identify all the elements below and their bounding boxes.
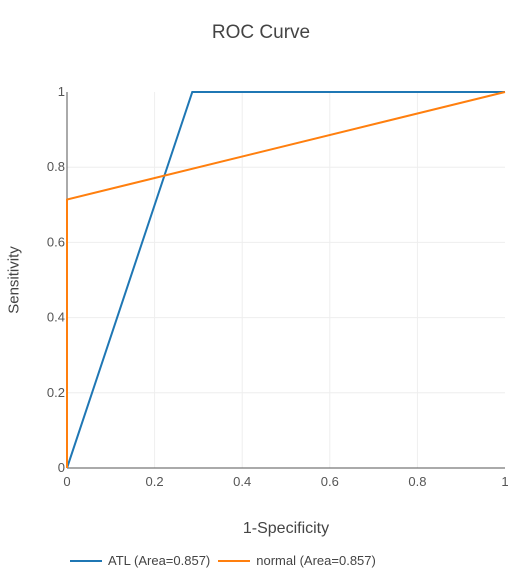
y-tick-label-3: 0.6 (47, 234, 65, 249)
x-tick-label-5: 1 (501, 474, 508, 489)
y-tick-label-1: 0.2 (47, 385, 65, 400)
y-tick-label-5: 1 (58, 84, 65, 99)
x-tick-label-0: 0 (63, 474, 70, 489)
series-line-1 (66, 91, 506, 468)
chart-title: ROC Curve (211, 22, 311, 43)
x-tick-label-2: 0.4 (233, 474, 251, 489)
legend-swatch-atl (70, 559, 102, 562)
legend-swatch-normal (218, 559, 251, 562)
x-tick-label-4: 0.8 (408, 474, 426, 489)
series-line-0 (66, 91, 505, 469)
y-tick-label-2: 0.4 (47, 310, 65, 325)
y-tick-label-4: 0.8 (47, 159, 65, 174)
x-tick-label-1: 0.2 (146, 474, 164, 489)
y-tick-label-0: 0 (58, 460, 65, 475)
x-tick-label-3: 0.6 (321, 474, 339, 489)
legend-item-normal[interactable]: normal (Area=0.857) (218, 553, 376, 568)
legend-item-atl[interactable]: ATL (Area=0.857) (70, 553, 210, 568)
legend: ATL (Area=0.857) normal (Area=0.857) (70, 553, 384, 568)
legend-label-normal: normal (Area=0.857) (256, 553, 376, 568)
x-axis-label: 1-Specificity (242, 520, 330, 537)
legend-label-atl: ATL (Area=0.857) (108, 553, 211, 568)
